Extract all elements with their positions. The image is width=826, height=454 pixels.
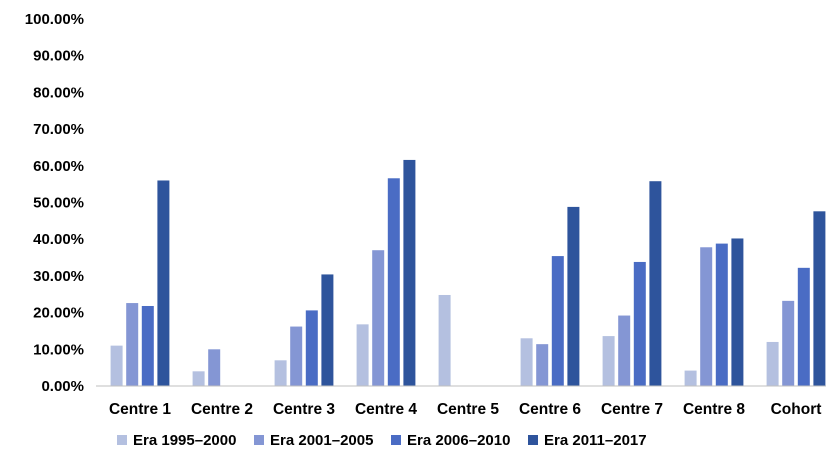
x-tick-label: Centre 3 bbox=[273, 401, 335, 418]
y-tick-label: 0.00% bbox=[41, 378, 84, 395]
bar-group bbox=[438, 294, 451, 386]
bar bbox=[684, 370, 697, 386]
bar bbox=[321, 274, 334, 386]
x-tick-label: Centre 6 bbox=[519, 401, 581, 418]
bar-group bbox=[110, 180, 170, 386]
x-tick-label: Cohort bbox=[771, 401, 822, 418]
legend-swatch bbox=[117, 435, 127, 445]
legend-label: Era 1995–2000 bbox=[133, 432, 236, 449]
bar bbox=[731, 238, 744, 386]
bar bbox=[633, 261, 646, 386]
legend-item: Era 2001–2005 bbox=[254, 432, 373, 449]
legend-label: Era 2011–2017 bbox=[544, 432, 647, 449]
bar bbox=[372, 250, 385, 386]
bar bbox=[700, 247, 713, 386]
y-tick-label: 30.00% bbox=[33, 268, 84, 285]
bar bbox=[305, 310, 318, 386]
bar bbox=[438, 294, 451, 386]
bar bbox=[618, 315, 631, 386]
y-axis: 0.00% 10.00% 20.00% 30.00% 40.00% 50.00% 60.00… bbox=[25, 11, 84, 395]
legend-swatch bbox=[391, 435, 401, 445]
bar bbox=[290, 326, 303, 386]
bar bbox=[782, 300, 795, 386]
legend-item: Era 1995–2000 bbox=[117, 432, 236, 449]
bar bbox=[649, 181, 662, 386]
legend-item: Era 2011–2017 bbox=[528, 432, 647, 449]
bar bbox=[536, 344, 549, 386]
y-tick-label: 10.00% bbox=[33, 341, 84, 358]
bar bbox=[157, 180, 170, 386]
y-tick-label: 90.00% bbox=[33, 48, 84, 65]
legend-label: Era 2006–2010 bbox=[407, 432, 510, 449]
y-tick-label: 40.00% bbox=[33, 231, 84, 248]
bar-group bbox=[520, 206, 580, 386]
bar-group bbox=[602, 181, 662, 386]
y-tick-label: 50.00% bbox=[33, 195, 84, 212]
x-tick-label: Centre 7 bbox=[601, 401, 663, 418]
legend-item: Era 2006–2010 bbox=[391, 432, 510, 449]
bar-group bbox=[356, 159, 416, 386]
bar bbox=[387, 178, 400, 386]
bar bbox=[110, 345, 123, 386]
y-tick-label: 100.00% bbox=[25, 11, 84, 28]
bar bbox=[715, 243, 728, 386]
y-tick-label: 70.00% bbox=[33, 121, 84, 138]
bar-group bbox=[684, 238, 744, 386]
bar bbox=[766, 341, 779, 386]
bar bbox=[192, 371, 205, 386]
bar bbox=[602, 336, 615, 386]
bar-group bbox=[192, 349, 221, 386]
x-tick-label: Centre 1 bbox=[109, 401, 171, 418]
bar bbox=[356, 324, 369, 386]
bar bbox=[403, 159, 416, 386]
y-tick-label: 80.00% bbox=[33, 84, 84, 101]
bar bbox=[141, 305, 154, 386]
bar bbox=[126, 303, 139, 386]
bar-group bbox=[274, 274, 334, 386]
bar bbox=[208, 349, 221, 386]
bar bbox=[813, 211, 826, 386]
x-tick-label: Centre 5 bbox=[437, 401, 499, 418]
bar-group bbox=[766, 211, 826, 386]
y-tick-label: 60.00% bbox=[33, 158, 84, 175]
legend: Era 1995–2000 Era 2001–2005 Era 2006–2010 E… bbox=[117, 432, 647, 449]
y-tick-label: 20.00% bbox=[33, 305, 84, 322]
bar bbox=[567, 206, 580, 386]
bar bbox=[520, 338, 533, 386]
bar bbox=[274, 360, 287, 386]
legend-label: Era 2001–2005 bbox=[270, 432, 373, 449]
legend-swatch bbox=[528, 435, 538, 445]
x-axis: Centre 1 Centre 2 Centre 3 Centre 4 Centre 5… bbox=[109, 401, 821, 418]
x-tick-label: Centre 8 bbox=[683, 401, 745, 418]
x-tick-label: Centre 2 bbox=[191, 401, 253, 418]
x-tick-label: Centre 4 bbox=[355, 401, 417, 418]
bar bbox=[551, 256, 564, 386]
legend-swatch bbox=[254, 435, 264, 445]
bars bbox=[110, 159, 826, 386]
bar bbox=[797, 267, 810, 386]
